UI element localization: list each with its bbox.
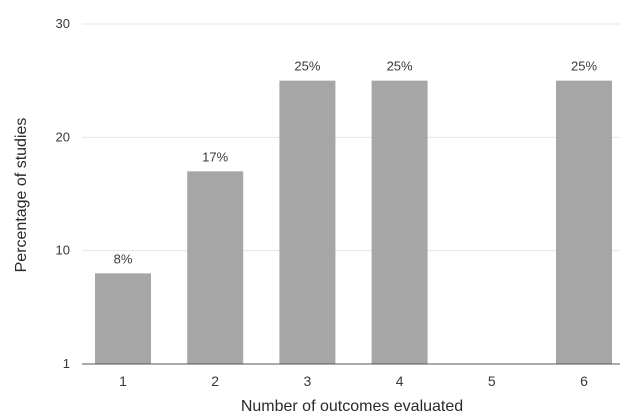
x-tick-label: 1 bbox=[119, 373, 127, 389]
bar bbox=[95, 273, 151, 364]
bar bbox=[279, 80, 336, 365]
data-label: 25% bbox=[571, 59, 597, 74]
bar bbox=[556, 80, 612, 365]
data-label: 8% bbox=[114, 251, 133, 266]
x-tick-label: 2 bbox=[211, 373, 219, 389]
data-label: 17% bbox=[202, 149, 228, 164]
x-tick-label: 3 bbox=[304, 373, 312, 389]
bar bbox=[371, 80, 428, 365]
x-axis-ticks: 1 2 3 4 5 6 bbox=[119, 373, 588, 389]
bar bbox=[187, 171, 244, 364]
y-tick-label: 30 bbox=[56, 16, 70, 31]
x-axis-title: Number of outcomes evaluated bbox=[241, 398, 463, 415]
y-tick-label: 1 bbox=[63, 356, 70, 371]
y-tick-label: 10 bbox=[56, 243, 70, 258]
y-tick-label: 20 bbox=[56, 129, 70, 144]
gridlines bbox=[82, 23, 620, 252]
data-label: 25% bbox=[294, 59, 320, 74]
x-tick-label: 4 bbox=[396, 373, 404, 389]
data-labels: 8% 17% 25% 25% 25% bbox=[114, 59, 598, 267]
x-tick-label: 6 bbox=[580, 373, 588, 389]
y-axis-ticks: 1 10 20 30 bbox=[56, 16, 70, 371]
y-axis-title: Percentage of studies bbox=[13, 118, 30, 273]
data-label: 25% bbox=[387, 59, 413, 74]
bars bbox=[95, 80, 612, 365]
x-tick-label: 5 bbox=[488, 373, 496, 389]
